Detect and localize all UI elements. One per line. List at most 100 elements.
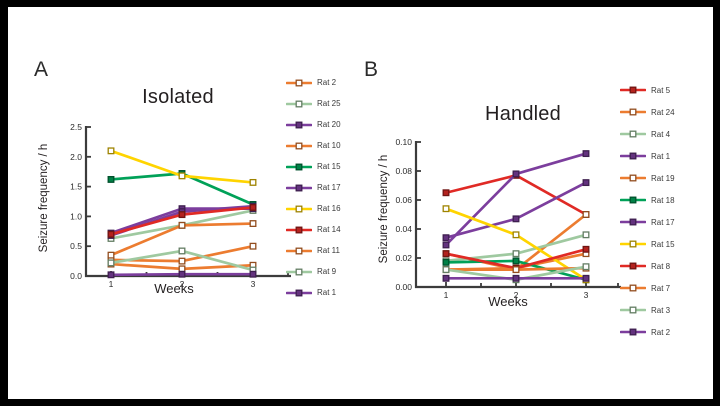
legend-item: Rat 25 bbox=[286, 93, 341, 114]
chart-b-xlabel: Weeks bbox=[488, 294, 528, 309]
data-point-marker bbox=[512, 274, 520, 282]
data-point-marker bbox=[178, 247, 186, 255]
data-point-marker bbox=[107, 147, 115, 155]
legend-label: Rat 16 bbox=[317, 204, 341, 213]
legend-item: Rat 17 bbox=[286, 177, 341, 198]
legend-item: Rat 1 bbox=[286, 282, 341, 303]
legend-item: Rat 8 bbox=[620, 255, 675, 277]
legend-label: Rat 1 bbox=[317, 288, 337, 297]
legend-label: Rat 5 bbox=[651, 85, 671, 95]
legend-swatch-icon bbox=[620, 86, 646, 94]
data-point-marker bbox=[512, 215, 520, 223]
data-point-marker bbox=[249, 270, 257, 278]
y-tick-label: 0.0 bbox=[70, 271, 82, 281]
data-point-marker bbox=[107, 259, 115, 267]
legend-label: Rat 7 bbox=[651, 283, 671, 293]
legend-item: Rat 2 bbox=[286, 72, 341, 93]
data-point-marker bbox=[582, 150, 590, 158]
legend-swatch-icon bbox=[286, 289, 312, 296]
y-tick-label: 1.5 bbox=[70, 182, 82, 192]
legend-label: Rat 19 bbox=[651, 173, 675, 183]
data-point-marker bbox=[442, 234, 450, 242]
legend-swatch-icon bbox=[286, 79, 312, 86]
legend-label: Rat 1 bbox=[651, 151, 671, 161]
legend-swatch-icon bbox=[286, 226, 312, 233]
chart-a-title: Isolated bbox=[142, 86, 214, 108]
legend-swatch-icon bbox=[620, 328, 646, 336]
legend-item: Rat 9 bbox=[286, 261, 341, 282]
legend-label: Rat 17 bbox=[651, 217, 675, 227]
data-point-marker bbox=[178, 172, 186, 180]
legend-item: Rat 16 bbox=[286, 198, 341, 219]
legend-item: Rat 18 bbox=[620, 189, 675, 211]
data-point-marker bbox=[512, 231, 520, 239]
y-tick-label: 0.08 bbox=[395, 166, 412, 176]
legend-item: Rat 20 bbox=[286, 114, 341, 135]
data-point-marker bbox=[582, 231, 590, 239]
legend-label: Rat 2 bbox=[317, 78, 337, 87]
x-tick-label: 2 bbox=[514, 290, 519, 300]
data-point-marker bbox=[249, 178, 257, 186]
legend-label: Rat 25 bbox=[317, 99, 341, 108]
y-tick-label: 0.04 bbox=[395, 224, 412, 234]
legend-swatch-icon bbox=[286, 268, 312, 275]
legend-swatch-icon bbox=[620, 108, 646, 116]
chart-svg: 0.0 0.5 1.0 1.5 2.0 2.5 1 2 3 bbox=[70, 122, 291, 289]
legend-swatch-icon bbox=[620, 174, 646, 182]
y-tick-label: 0.02 bbox=[395, 253, 412, 263]
data-point-marker bbox=[582, 274, 590, 282]
data-point-marker bbox=[442, 241, 450, 249]
data-point-marker bbox=[582, 263, 590, 271]
legend-label: Rat 8 bbox=[651, 261, 671, 271]
legend-label: Rat 15 bbox=[317, 162, 341, 171]
legend-label: Rat 15 bbox=[651, 239, 675, 249]
x-tick-label: 2 bbox=[180, 279, 185, 289]
legend-label: Rat 9 bbox=[317, 267, 337, 276]
data-point-marker bbox=[249, 204, 257, 211]
legend-swatch-icon bbox=[286, 121, 312, 128]
y-tick-label: 0.5 bbox=[70, 241, 82, 251]
legend-item: Rat 15 bbox=[286, 156, 341, 177]
data-point-marker bbox=[582, 245, 590, 253]
data-point-marker bbox=[249, 220, 257, 228]
legend-item: Rat 11 bbox=[286, 240, 341, 261]
legend-item: Rat 15 bbox=[620, 233, 675, 255]
legend-item: Rat 5 bbox=[620, 79, 675, 101]
data-point-marker bbox=[107, 271, 115, 279]
isolated-chart-plot: 0.0 0.5 1.0 1.5 2.0 2.5 1 2 3 bbox=[50, 108, 295, 293]
x-tick-label: 1 bbox=[444, 290, 449, 300]
legend-item: Rat 1 bbox=[620, 145, 675, 167]
legend-swatch-icon bbox=[286, 247, 312, 254]
legend-label: Rat 20 bbox=[317, 120, 341, 129]
legend-item: Rat 10 bbox=[286, 135, 341, 156]
y-tick-label: 2.0 bbox=[70, 152, 82, 162]
chart-b-legend: Rat 5 Rat 24 Rat 4 Rat 1 Rat 19 Rat 18 Rat 17 R… bbox=[620, 79, 675, 343]
legend-item: Rat 3 bbox=[620, 299, 675, 321]
legend-swatch-icon bbox=[620, 240, 646, 248]
data-point-marker bbox=[442, 266, 450, 274]
data-point-marker bbox=[442, 189, 450, 197]
figure-canvas: A Isolated Seizure frequency / h 0.0 0.5 1… bbox=[8, 7, 713, 399]
legend-label: Rat 14 bbox=[317, 225, 341, 234]
legend-item: Rat 4 bbox=[620, 123, 675, 145]
legend-label: Rat 10 bbox=[317, 141, 341, 150]
data-point-marker bbox=[107, 251, 115, 259]
data-point-marker bbox=[512, 170, 520, 178]
panel-b-label: B bbox=[364, 58, 379, 81]
x-tick-label: 1 bbox=[109, 279, 114, 289]
data-point-marker bbox=[512, 250, 520, 258]
chart-svg: 0.00 0.02 0.04 0.06 0.08 0.10 1 2 3 bbox=[395, 137, 621, 300]
chart-a-xlabel: Weeks bbox=[154, 281, 194, 296]
data-point-marker bbox=[442, 274, 450, 282]
y-tick-label: 0.06 bbox=[395, 195, 412, 205]
legend-label: Rat 4 bbox=[651, 129, 671, 139]
legend-item: Rat 19 bbox=[620, 167, 675, 189]
chart-b-title: Handled bbox=[485, 103, 561, 125]
legend-swatch-icon bbox=[620, 218, 646, 226]
data-point-marker bbox=[178, 257, 186, 265]
legend-item: Rat 24 bbox=[620, 101, 675, 123]
legend-label: Rat 18 bbox=[651, 195, 675, 205]
y-tick-label: 1.0 bbox=[70, 211, 82, 221]
legend-item: Rat 2 bbox=[620, 321, 675, 343]
